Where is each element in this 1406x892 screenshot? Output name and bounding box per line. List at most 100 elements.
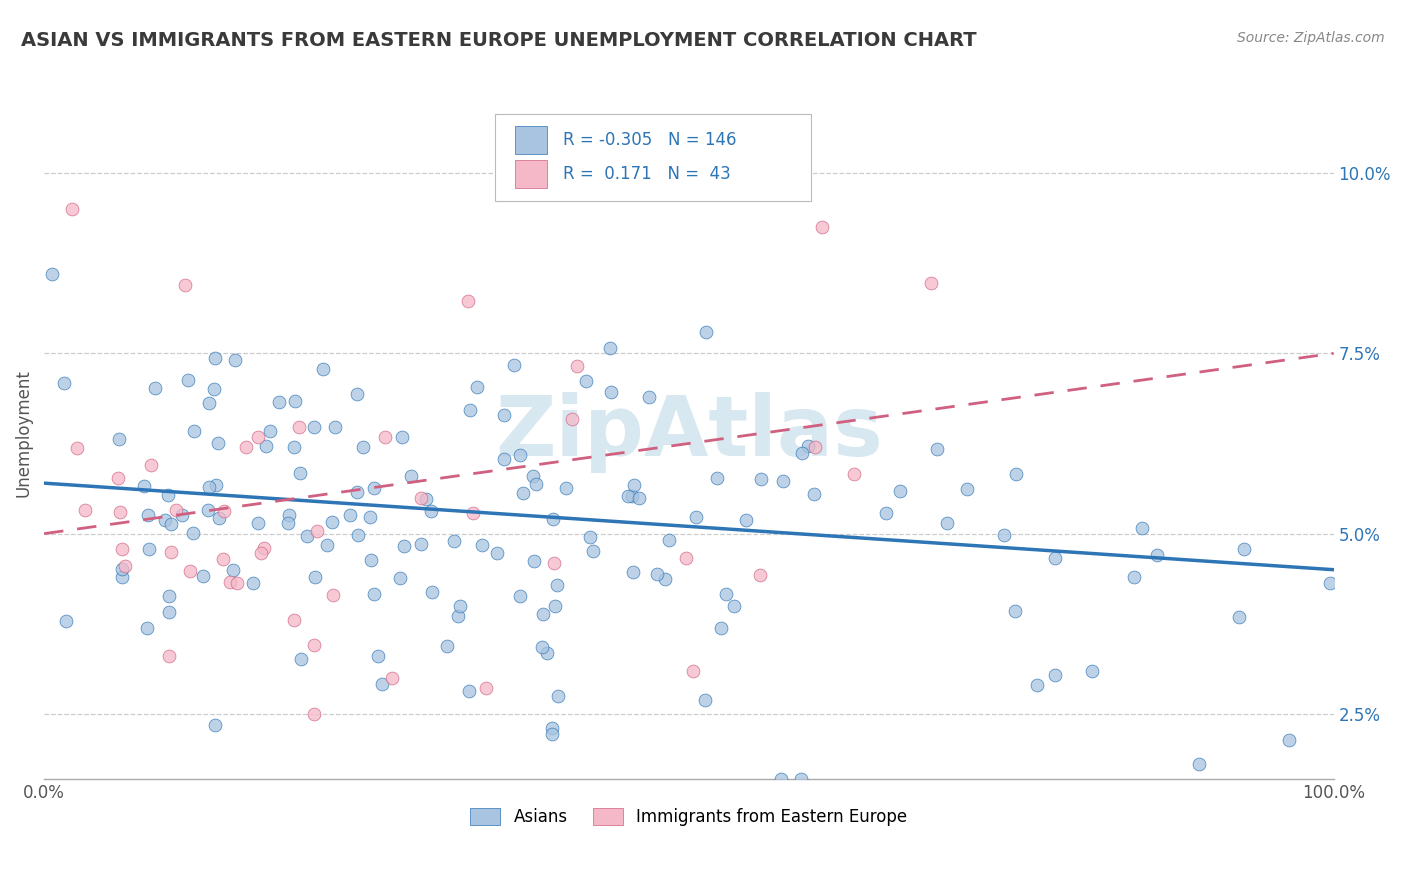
Point (114, 559, 136, 574)
Point (392, 539, 415, 553)
Point (235, 440, 257, 454)
Point (139, 458, 162, 473)
Point (191, 569, 214, 583)
Point (582, 544, 605, 558)
Point (360, 552, 382, 566)
Point (111, 562, 134, 576)
Point (302, 706, 325, 721)
Point (283, 440, 305, 454)
Point (458, 684, 481, 698)
Point (287, 420, 309, 434)
Point (267, 394, 290, 409)
Point (1081, 665, 1104, 679)
Point (132, 479, 155, 493)
Point (803, 486, 825, 500)
Point (352, 441, 374, 455)
Point (136, 508, 159, 522)
Point (250, 545, 273, 559)
Point (682, 664, 704, 678)
Point (304, 420, 326, 434)
Point (284, 394, 307, 409)
Point (254, 438, 277, 452)
Point (170, 508, 193, 522)
Point (316, 538, 339, 552)
Point (111, 542, 134, 557)
Point (259, 424, 281, 438)
Point (204, 477, 226, 491)
Point (623, 477, 645, 491)
Point (920, 276, 942, 290)
Text: ASIAN VS IMMIGRANTS FROM EASTERN EUROPE UNEMPLOYMENT CORRELATION CHART: ASIAN VS IMMIGRANTS FROM EASTERN EUROPE … (21, 31, 977, 50)
Point (889, 483, 911, 498)
Point (157, 589, 180, 603)
Point (844, 467, 866, 482)
Point (467, 380, 489, 394)
Point (208, 511, 231, 525)
Point (658, 533, 681, 548)
Point (183, 424, 205, 438)
Point (956, 482, 979, 496)
Point (207, 435, 229, 450)
Point (165, 503, 187, 517)
Point (1278, 733, 1301, 747)
Point (543, 556, 565, 570)
Point (411, 491, 433, 506)
Point (524, 476, 547, 491)
Point (772, 474, 794, 488)
Point (367, 648, 389, 663)
Point (706, 471, 728, 485)
Point (654, 572, 676, 586)
Point (138, 541, 160, 556)
Point (242, 575, 264, 590)
Point (409, 537, 432, 551)
Point (247, 429, 270, 443)
Point (790, 772, 813, 786)
Point (253, 541, 276, 555)
FancyBboxPatch shape (515, 161, 547, 188)
Point (993, 528, 1015, 542)
Point (541, 511, 564, 525)
Point (486, 546, 509, 560)
Point (749, 472, 772, 486)
Point (198, 479, 221, 493)
Point (509, 448, 531, 462)
Point (312, 362, 335, 376)
Point (675, 551, 697, 566)
Point (1123, 570, 1146, 584)
Point (246, 516, 269, 530)
Point (153, 513, 176, 527)
Point (494, 409, 516, 423)
Point (1045, 551, 1067, 566)
Point (1187, 757, 1209, 772)
FancyBboxPatch shape (495, 114, 811, 201)
Point (283, 613, 305, 627)
Point (616, 489, 638, 503)
Point (41, 267, 63, 281)
Point (1146, 548, 1168, 562)
FancyBboxPatch shape (515, 126, 547, 153)
Point (449, 599, 471, 614)
Point (388, 572, 411, 586)
Point (1130, 521, 1153, 535)
Point (212, 551, 235, 566)
Point (792, 446, 814, 460)
Point (523, 553, 546, 567)
Point (1005, 467, 1028, 482)
Point (1004, 604, 1026, 618)
Point (544, 599, 567, 614)
Point (522, 469, 544, 483)
Point (322, 588, 344, 602)
Point (734, 513, 756, 527)
Point (218, 574, 240, 589)
Point (290, 651, 312, 665)
Point (578, 530, 600, 544)
Point (363, 481, 385, 495)
Point (136, 621, 159, 635)
Point (1227, 609, 1250, 624)
Point (547, 690, 569, 704)
Point (304, 570, 326, 584)
Point (875, 506, 897, 520)
Point (225, 576, 247, 591)
Point (290, 466, 312, 480)
Point (107, 432, 129, 446)
